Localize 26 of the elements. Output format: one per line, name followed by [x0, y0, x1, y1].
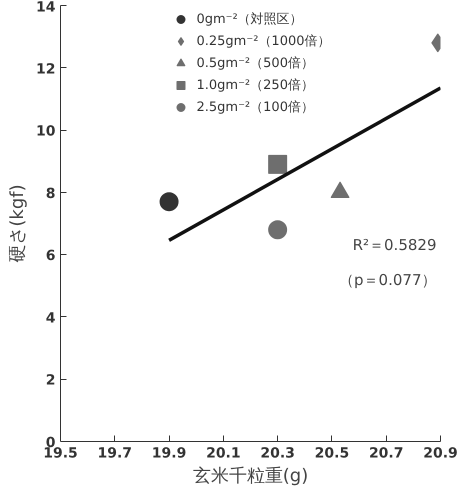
annotation: R²＝0.5829: [352, 236, 436, 254]
y-tick-label: 6: [46, 248, 56, 264]
x-tick-label: 20.1: [206, 446, 241, 462]
annotation: （p＝0.077）: [339, 270, 437, 289]
x-axis-title: 玄米千粒重(g): [192, 466, 308, 486]
legend-label: 1.0gm⁻²（250倍）: [196, 77, 314, 94]
x-tick-label: 19.9: [152, 446, 186, 462]
x-tick-label: 19.7: [98, 446, 132, 462]
x-tick-label: 20.9: [423, 446, 458, 462]
y-axis-title: 硬さ(kgf): [7, 184, 28, 263]
x-tick-label: 20.5: [314, 446, 350, 462]
y-tick-label: 14: [36, 0, 56, 16]
x-tick-label: 20.3: [260, 446, 295, 462]
point: [160, 192, 179, 212]
point: [268, 220, 288, 240]
point: [268, 154, 288, 174]
y-tick-label: 4: [46, 310, 56, 326]
legend-label: 0.5gm⁻²（500倍）: [196, 55, 314, 72]
y-tick-label: 12: [36, 61, 56, 78]
y-tick-label: 8: [46, 186, 56, 202]
y-tick-label: 10: [36, 124, 56, 140]
x-tick-label: 20.7: [368, 446, 404, 462]
y-tick-label: 2: [46, 372, 56, 389]
legend-label: 2.5gm⁻²（100倍）: [196, 99, 314, 116]
legend-label: 0gm⁻²（対照区）: [196, 11, 303, 28]
legend-label: 0.25gm⁻²（1000倍）: [196, 33, 331, 50]
